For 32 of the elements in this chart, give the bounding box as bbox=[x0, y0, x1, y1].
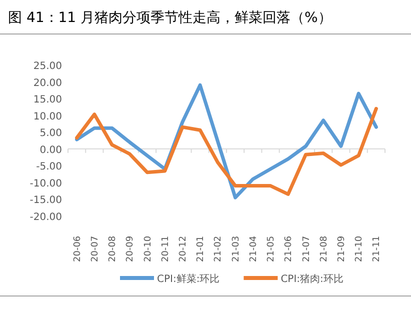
x-tick-label: 21-08 bbox=[319, 236, 330, 262]
x-tick-label: 21-05 bbox=[266, 236, 277, 262]
y-tick-label: 0.00 bbox=[40, 144, 62, 156]
y-tick-label: -5.00 bbox=[36, 162, 62, 173]
chart-title: 图 41：11 月猪肉分项季节性走高，鲜菜回落（%） bbox=[8, 10, 332, 26]
y-tick-label: -15.00 bbox=[30, 195, 62, 206]
x-tick-label: 21-11 bbox=[372, 236, 382, 262]
y-tick-label: 25.00 bbox=[33, 61, 62, 72]
x-tick-label: 20-08 bbox=[108, 236, 118, 262]
legend-label: CPI:鲜菜:环比 bbox=[157, 273, 220, 285]
y-tick-label: 20.00 bbox=[33, 78, 62, 89]
x-tick-label: 21-07 bbox=[302, 236, 312, 262]
y-tick-label: 5.00 bbox=[40, 128, 62, 140]
x-tick-label: 20-10 bbox=[143, 236, 154, 262]
x-tick-label: 20-12 bbox=[178, 236, 188, 262]
x-tick-label: 21-03 bbox=[231, 236, 242, 262]
y-tick-label: -10.00 bbox=[30, 178, 62, 190]
x-tick-label: 20-06 bbox=[72, 236, 83, 262]
x-tick-label: 21-09 bbox=[336, 236, 347, 262]
x-tick-label: 21-06 bbox=[284, 236, 294, 262]
x-tick-label: 21-01 bbox=[196, 236, 206, 262]
x-tick-label: 21-04 bbox=[248, 236, 259, 262]
y-tick-label: -20.00 bbox=[30, 212, 62, 223]
line-series bbox=[75, 106, 378, 196]
legend-label: CPI:猪肉:环比 bbox=[280, 273, 344, 285]
x-tick-label: 21-02 bbox=[214, 236, 224, 262]
x-tick-label: 20-07 bbox=[90, 236, 100, 262]
y-tick-label: 15.00 bbox=[33, 94, 62, 106]
x-tick-label: 20-11 bbox=[160, 236, 171, 262]
x-tick-label: 21-10 bbox=[354, 236, 365, 262]
y-tick-label: 10.00 bbox=[33, 111, 62, 122]
x-tick-label: 20-09 bbox=[126, 236, 136, 262]
